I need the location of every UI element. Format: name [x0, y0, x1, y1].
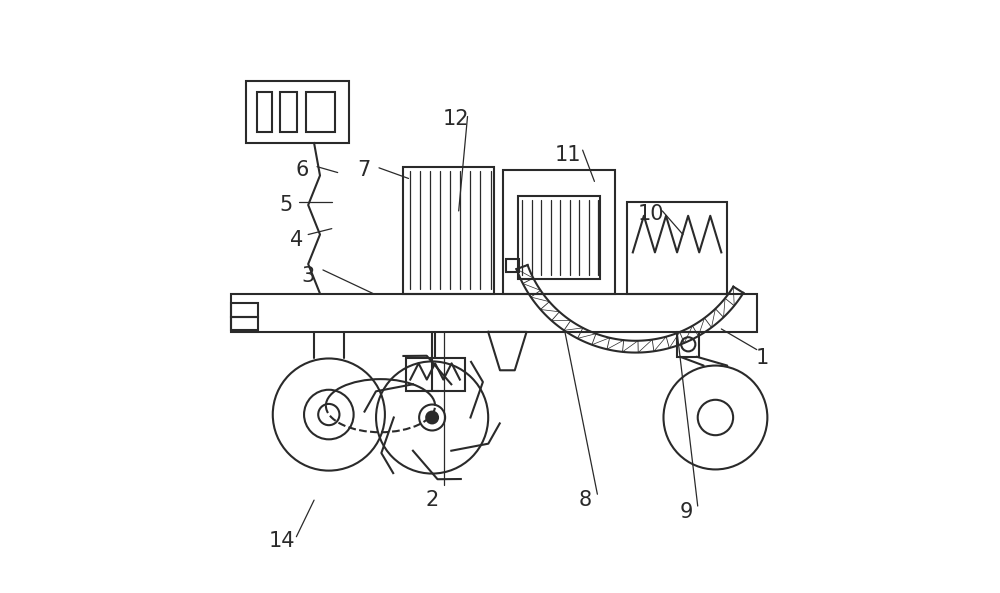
Bar: [231, 303, 258, 317]
Circle shape: [426, 412, 438, 423]
Bar: [306, 93, 335, 132]
Text: 7: 7: [358, 160, 371, 180]
Bar: [280, 93, 297, 132]
Text: 2: 2: [425, 490, 439, 510]
Text: 12: 12: [442, 110, 469, 129]
Text: 4: 4: [290, 231, 303, 250]
Bar: [406, 359, 465, 391]
Bar: [231, 317, 258, 330]
Bar: [518, 196, 600, 279]
Bar: [246, 81, 349, 143]
Bar: [403, 167, 494, 294]
Text: 1: 1: [756, 349, 769, 368]
Text: 9: 9: [679, 502, 693, 522]
Bar: [677, 332, 699, 357]
Text: 8: 8: [579, 490, 592, 510]
Bar: [503, 170, 615, 294]
Bar: [231, 294, 757, 332]
Text: 6: 6: [296, 160, 309, 180]
Text: 11: 11: [555, 145, 581, 165]
Text: 14: 14: [268, 531, 295, 551]
Bar: [627, 202, 727, 294]
Bar: [506, 259, 519, 272]
Bar: [257, 93, 272, 132]
Text: 3: 3: [302, 266, 315, 286]
Text: 5: 5: [280, 195, 293, 215]
Text: 10: 10: [637, 204, 664, 224]
